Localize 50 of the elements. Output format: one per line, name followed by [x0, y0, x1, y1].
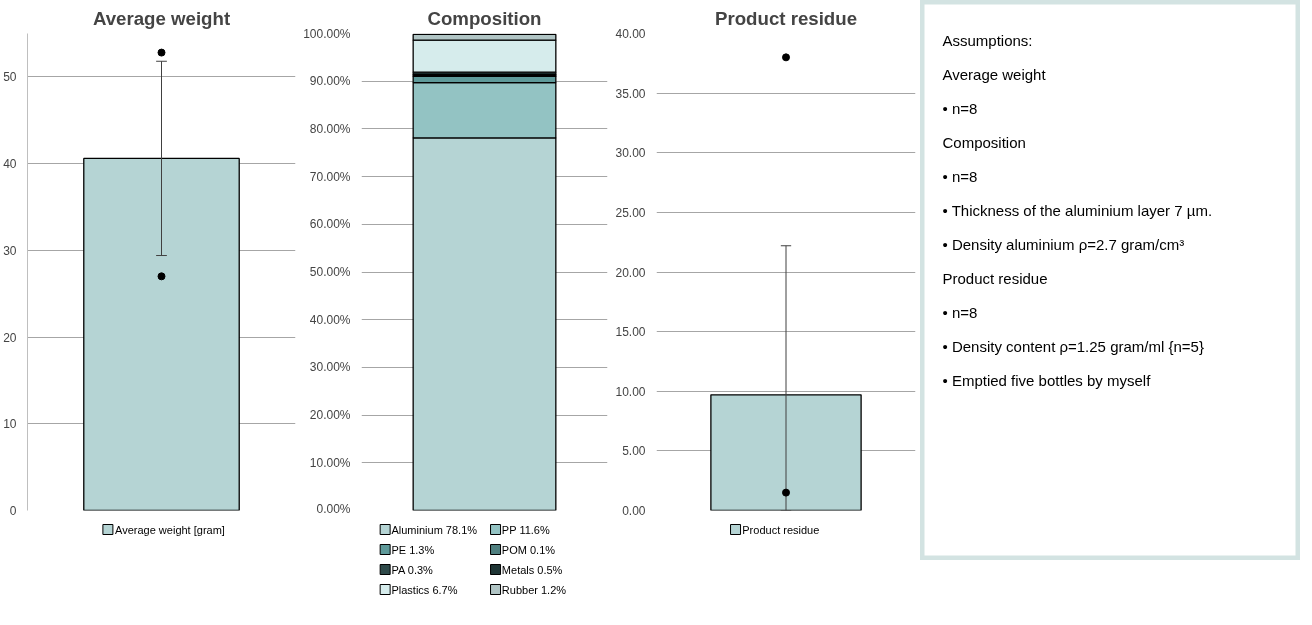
y-tick-label: 5.00: [622, 444, 646, 459]
y-tick-label: 40: [3, 157, 17, 172]
legend-label: Metals 0.5%: [501, 563, 563, 576]
y-tick-label: 90.00%: [309, 74, 351, 89]
legend-label: Plastics 6.7%: [391, 583, 458, 596]
y-tick-label: 30.00%: [309, 360, 351, 375]
y-tick-label: 10.00: [615, 384, 646, 399]
text: Composition: [942, 134, 1026, 151]
chart-title: Average weight: [92, 7, 231, 29]
legend-label: PP 11.6%: [501, 523, 550, 536]
text: • n=8: [942, 100, 978, 117]
y-tick-label: 40.00: [615, 27, 646, 41]
y-tick-label: 35.00: [615, 86, 646, 101]
y-tick-label: 20.00: [615, 265, 646, 280]
legend-label: PA 0.3%: [391, 563, 434, 576]
y-tick-label: 80.00%: [309, 121, 351, 136]
y-tick-label: 0.00%: [316, 501, 351, 516]
text: • n=8: [942, 168, 978, 185]
y-tick-label: 100.00%: [303, 26, 351, 41]
legend-label: Rubber 1.2%: [501, 583, 567, 596]
y-tick-label: 30.00: [615, 146, 646, 161]
text: Product residue: [942, 270, 1048, 287]
legend-label: POM 0.1%: [501, 543, 556, 556]
y-tick-label: 10.00%: [309, 455, 351, 470]
legend-label: Aluminium 78.1%: [391, 523, 478, 536]
legend-label: Product residue: [742, 523, 820, 536]
text: • Emptied five bottles by myself: [942, 372, 1152, 389]
y-tick-label: 50.00%: [309, 265, 351, 279]
y-tick-label: 15.00: [615, 325, 646, 340]
y-tick-label: 25.00: [615, 205, 646, 220]
y-tick-label: 20: [3, 330, 17, 345]
chart-title: Composition: [427, 7, 542, 29]
y-tick-label: 70.00%: [309, 169, 351, 184]
y-tick-label: 0.00: [622, 504, 646, 518]
y-tick-label: 30: [3, 243, 17, 258]
y-tick-label: 10: [3, 417, 17, 432]
text: Average weight: [942, 66, 1047, 83]
legend-label: Average weight [gram]: [115, 523, 225, 536]
text: Assumptions:: [942, 32, 1033, 49]
y-tick-label: 0: [9, 504, 17, 518]
text: • Density aluminium ρ=2.7 gram/cm³: [942, 236, 1185, 253]
y-tick-label: 50: [3, 70, 17, 85]
chart-title: Product residue: [714, 7, 858, 29]
text: • Thickness of the aluminium layer 7 µm.: [942, 202, 1213, 219]
y-tick-label: 40.00%: [309, 312, 351, 327]
legend-label: PE 1.3%: [391, 543, 435, 556]
y-tick-label: 20.00%: [309, 408, 351, 423]
y-tick-label: 60.00%: [309, 217, 351, 232]
text: • n=8: [942, 304, 978, 321]
text: • Density content ρ=1.25 gram/ml {n=5}: [942, 338, 1204, 355]
